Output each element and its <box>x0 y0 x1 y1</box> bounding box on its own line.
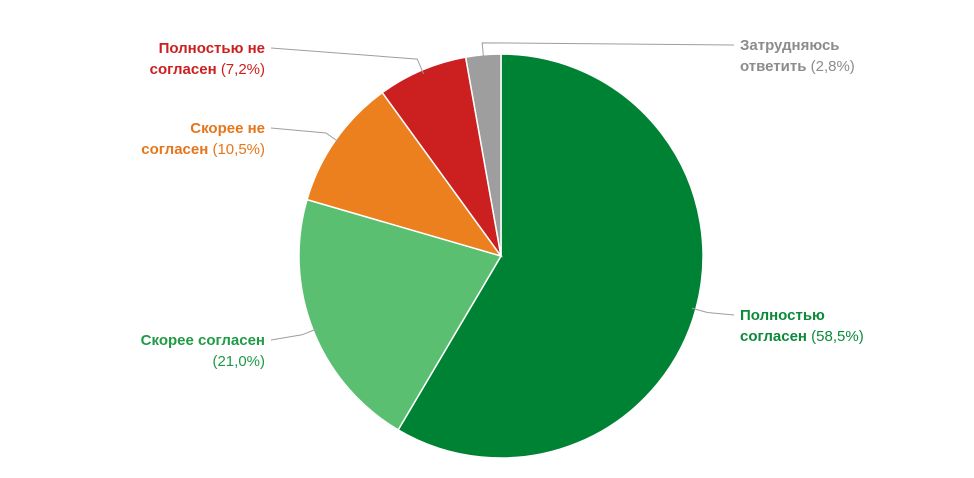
leader-line <box>691 307 735 316</box>
category-label: Затрудняюсь ответить <box>740 37 840 75</box>
category-label: Полностью не согласен <box>149 40 265 78</box>
leader-line <box>270 127 340 143</box>
category-label: Полностью согласен <box>740 307 825 345</box>
value-label: (58,5%) <box>811 328 864 345</box>
category-label: Скорее не согласен <box>141 120 265 158</box>
leader-line <box>481 42 735 59</box>
slice-label: Затрудняюсь ответить (2,8%) <box>740 35 865 77</box>
slice-label: Скорее не согласен (10,5%) <box>133 118 265 160</box>
leader-line <box>270 47 424 74</box>
slice-label: Скорее согласен (21,0%) <box>130 330 265 372</box>
slice-label: Полностью согласен (58,5%) <box>740 305 875 347</box>
value-label: (21,0%) <box>212 353 265 370</box>
category-label: Скорее согласен <box>140 332 265 349</box>
value-label: (2,8%) <box>810 58 855 75</box>
leader-line <box>270 328 318 341</box>
value-label: (7,2%) <box>220 61 265 78</box>
value-label: (10,5%) <box>212 141 265 158</box>
slice-label: Полностью не согласен (7,2%) <box>140 38 265 80</box>
